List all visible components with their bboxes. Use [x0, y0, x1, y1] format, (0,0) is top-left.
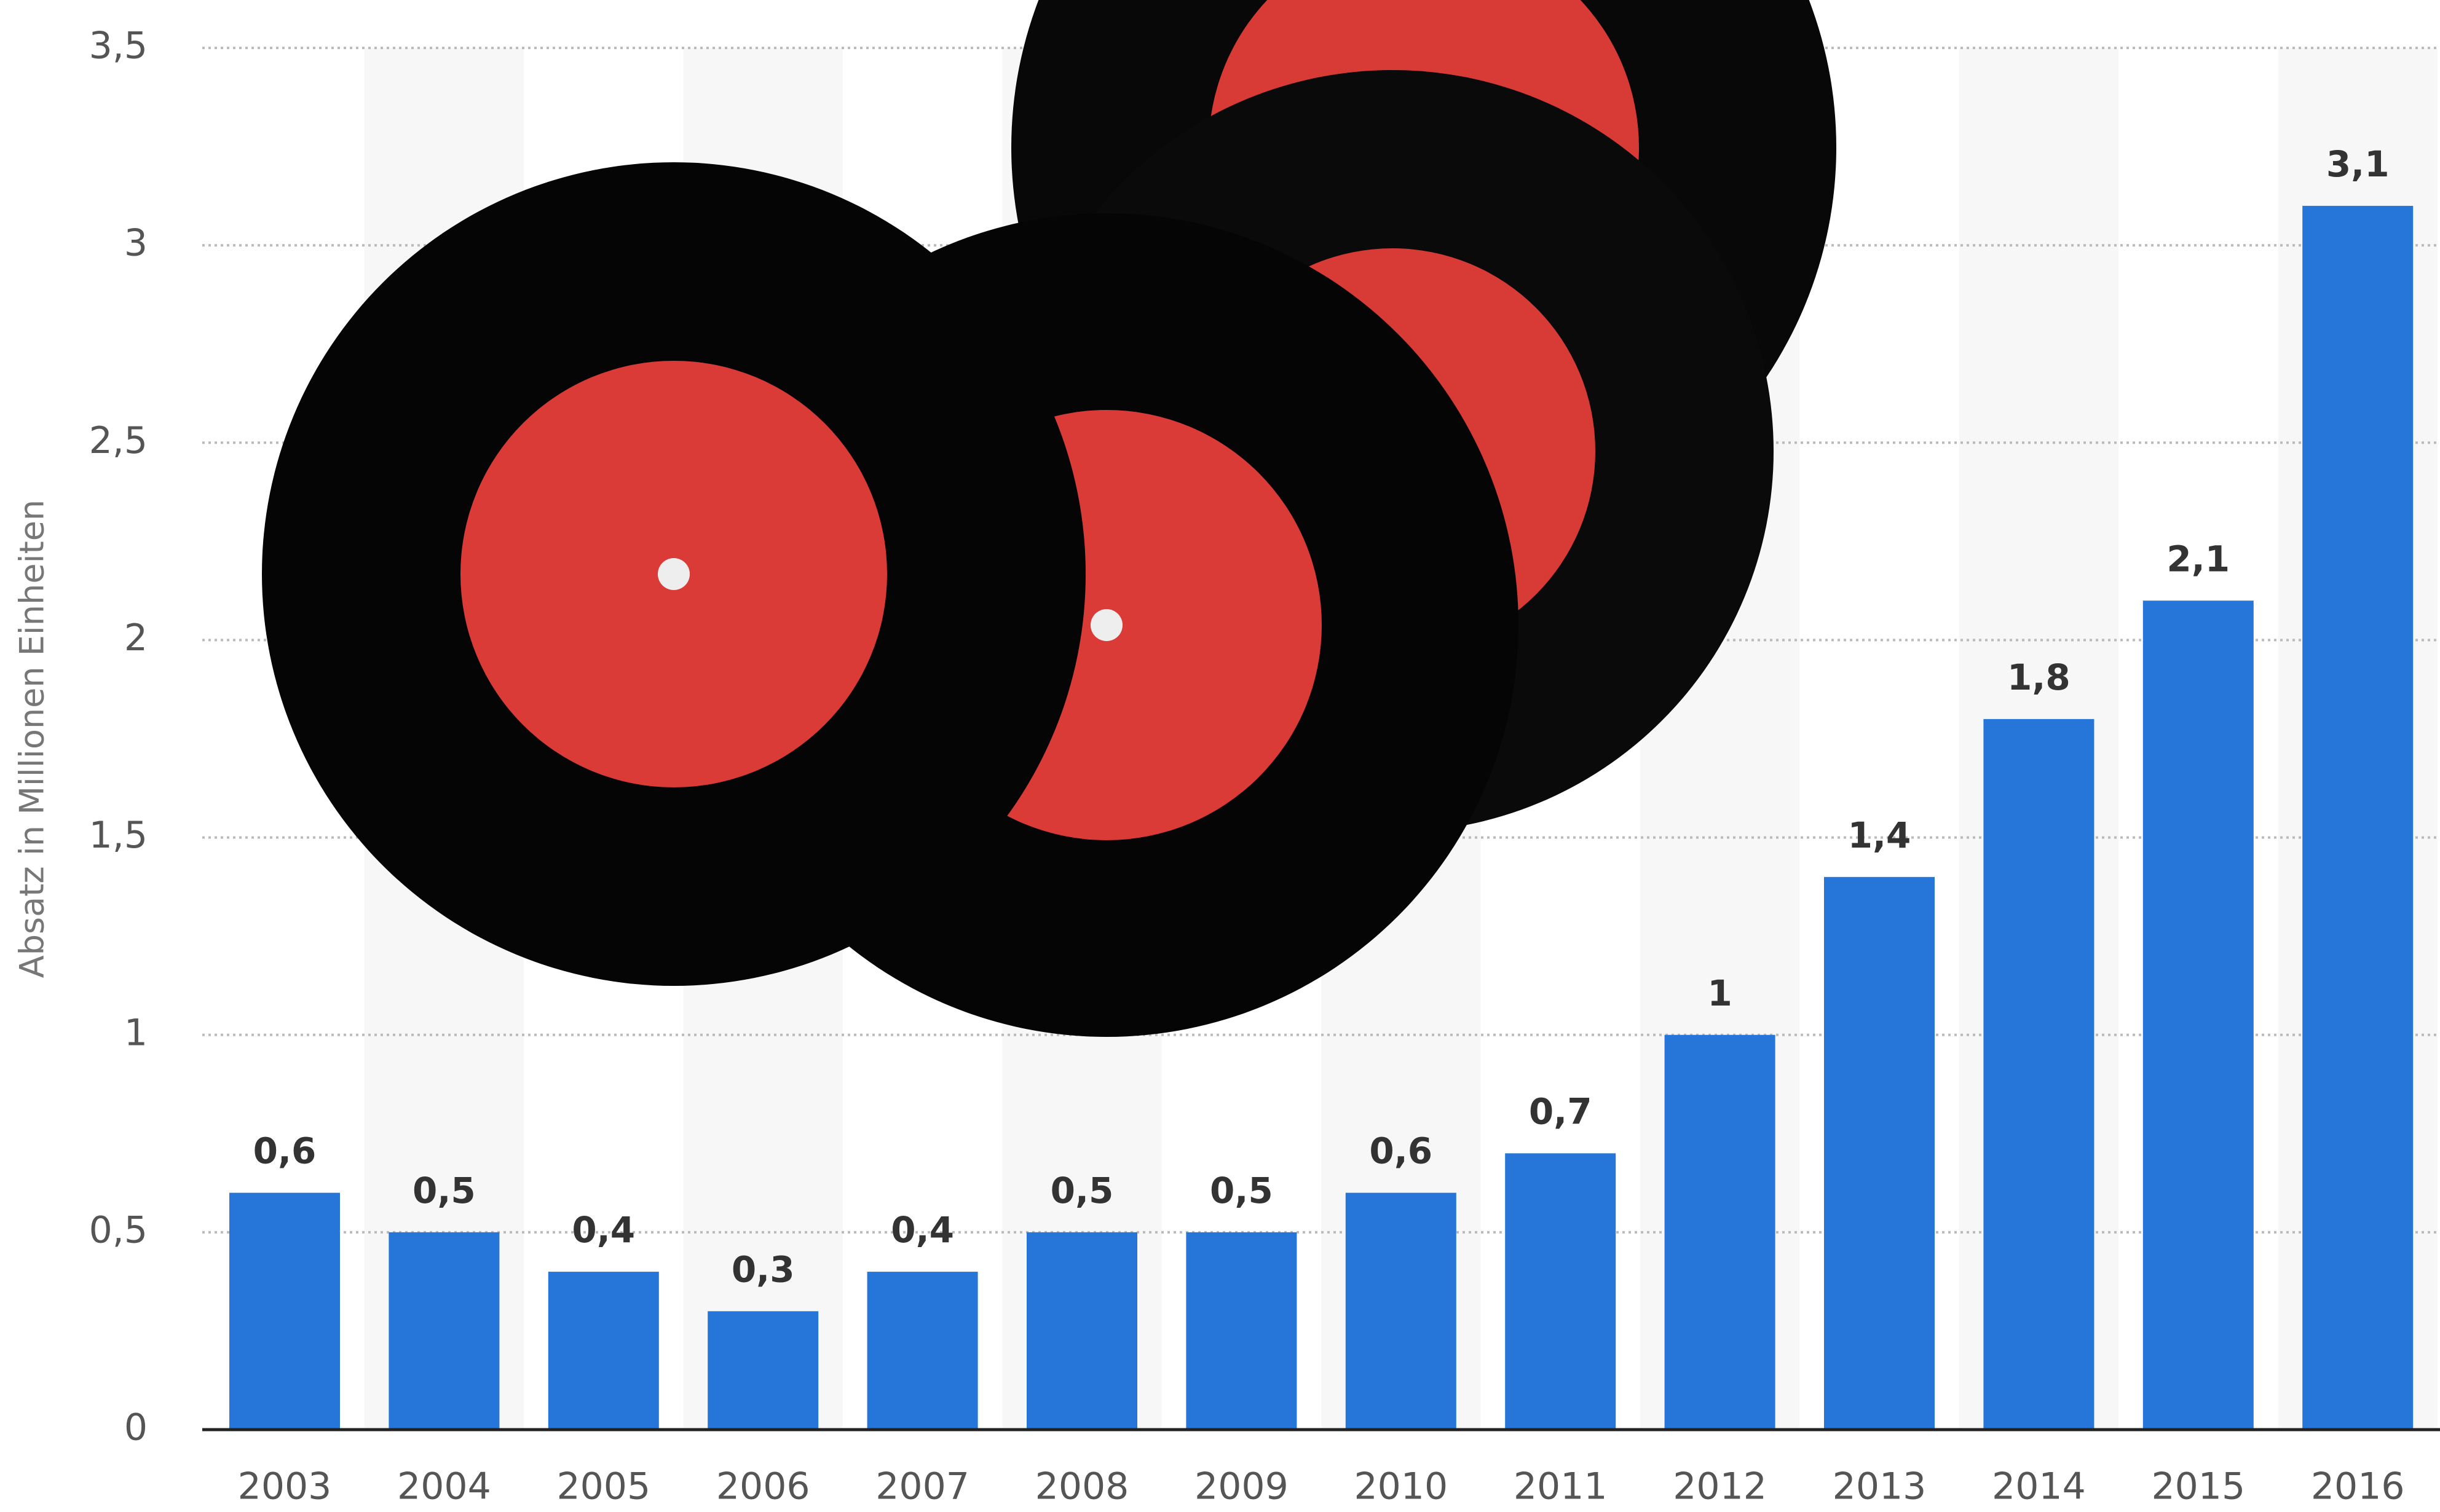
- x-tick-label: 2004: [397, 1465, 491, 1508]
- x-tick-label: 2005: [556, 1465, 650, 1508]
- x-tick-label: 2016: [2311, 1465, 2405, 1508]
- bar: [389, 1232, 500, 1430]
- bar: [708, 1311, 819, 1430]
- bar: [1664, 1034, 1775, 1430]
- y-tick-label: 0: [124, 1406, 148, 1449]
- bar: [1505, 1153, 1616, 1430]
- value-label: 0,5: [413, 1170, 476, 1211]
- value-label: 0,6: [253, 1130, 317, 1172]
- x-tick-label: 2009: [1194, 1465, 1289, 1508]
- bar: [548, 1272, 659, 1430]
- y-tick-label: 2: [124, 616, 148, 660]
- y-axis-title: Absatz in Millionen Einheiten: [13, 500, 52, 978]
- bar: [2302, 205, 2414, 1430]
- value-label: 1,4: [1848, 814, 1911, 856]
- value-label: 0,5: [1051, 1170, 1114, 1211]
- y-tick-label: 2,5: [89, 419, 148, 462]
- value-label: 1,8: [2007, 656, 2071, 698]
- value-label: 0,3: [732, 1248, 795, 1290]
- x-tick-label: 2012: [1673, 1465, 1767, 1508]
- bar: [1027, 1232, 1137, 1430]
- value-label: 0,5: [1210, 1170, 1273, 1211]
- x-tick-label: 2015: [2151, 1465, 2245, 1508]
- x-tick-label: 2014: [1992, 1465, 2086, 1508]
- bar: [1345, 1192, 1456, 1430]
- value-label: 0,6: [1369, 1130, 1432, 1172]
- bar: [1983, 719, 2095, 1430]
- y-tick-label: 1: [124, 1011, 148, 1054]
- x-tick-label: 2007: [875, 1465, 969, 1508]
- bar: [2142, 600, 2254, 1430]
- y-tick-label: 3,5: [89, 25, 148, 68]
- x-tick-label: 2006: [716, 1465, 810, 1508]
- value-label: 0,4: [891, 1209, 954, 1251]
- bar: [867, 1272, 978, 1430]
- bar: [1824, 876, 1935, 1430]
- bar: [229, 1192, 340, 1430]
- x-tick-label: 2010: [1354, 1465, 1448, 1508]
- x-tick-label: 2003: [238, 1465, 332, 1508]
- y-tick-label: 3: [124, 222, 148, 265]
- y-tick-label: 1,5: [89, 814, 148, 857]
- bar: [1186, 1232, 1297, 1430]
- x-tick-label: 2013: [1833, 1465, 1927, 1508]
- value-label: 2,1: [2166, 538, 2230, 580]
- value-label: 3,1: [2326, 143, 2390, 185]
- x-tick-label: 2011: [1514, 1465, 1608, 1508]
- x-tick-label: 2008: [1035, 1465, 1129, 1508]
- value-label: 0,7: [1529, 1091, 1592, 1133]
- y-tick-label: 0,5: [89, 1208, 148, 1251]
- value-label: 1: [1707, 972, 1732, 1014]
- value-label: 0,4: [572, 1209, 635, 1251]
- vinyl-decoration: [262, 0, 1836, 1037]
